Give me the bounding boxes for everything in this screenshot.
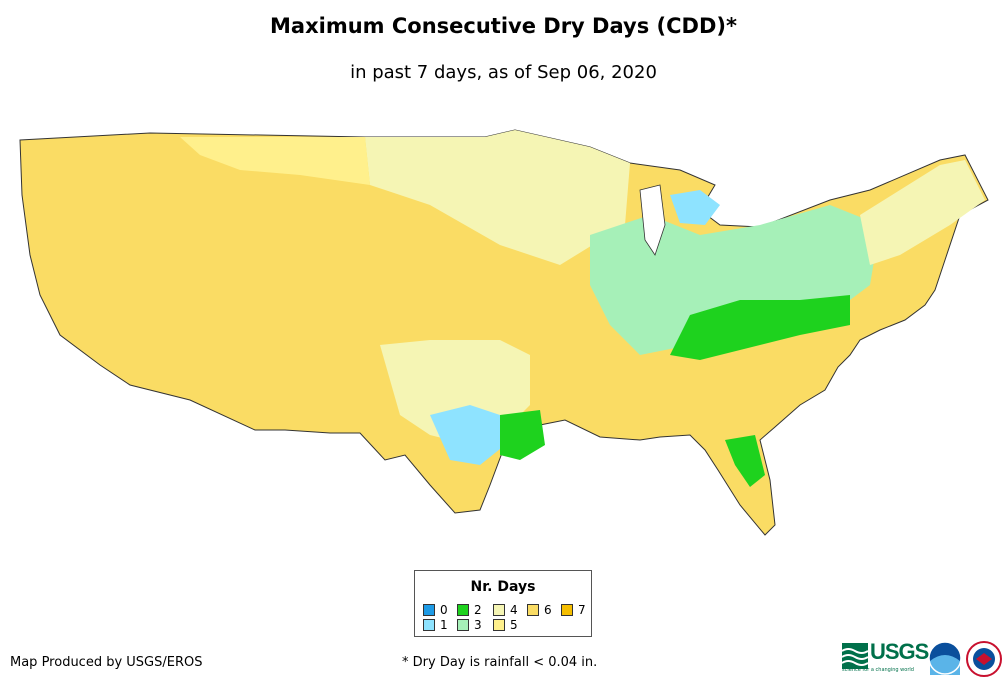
usgs-tagline: science for a changing world <box>842 667 914 673</box>
map-title: Maximum Consecutive Dry Days (CDD)* <box>270 14 737 38</box>
usgs-wave-icon <box>842 643 868 669</box>
usgs-logo: USGS <box>870 639 929 664</box>
legend-item: 6 <box>527 603 552 617</box>
legend-item: 3 <box>457 618 482 632</box>
map-credit: Map Produced by USGS/EROS <box>10 655 203 670</box>
legend-swatch <box>561 604 573 616</box>
agency-logos: USGS science for a changing world <box>842 637 1002 681</box>
legend-swatch <box>457 619 469 631</box>
legend-item: 7 <box>561 603 586 617</box>
legend-item: 4 <box>493 603 518 617</box>
legend-swatch <box>423 619 435 631</box>
map-subtitle: in past 7 days, as of Sep 06, 2020 <box>350 62 657 83</box>
nws-logo-icon <box>966 641 1002 677</box>
legend-swatch <box>457 604 469 616</box>
region-2-days-texas <box>500 410 545 460</box>
legend-swatch <box>493 604 505 616</box>
region-5-days-montana <box>180 137 370 185</box>
legend-item: 1 <box>423 618 448 632</box>
legend-swatch <box>423 604 435 616</box>
noaa-logo-icon <box>928 641 962 675</box>
legend-swatch <box>493 619 505 631</box>
region-4-days-northeast <box>860 160 985 265</box>
dry-day-footnote: * Dry Day is rainfall < 0.04 in. <box>402 655 598 670</box>
region-2-days-florida <box>725 435 765 487</box>
legend-swatch <box>527 604 539 616</box>
region-1-days-texas <box>430 405 505 465</box>
region-4-days-north <box>365 130 630 265</box>
legend-item: 0 <box>423 603 448 617</box>
legend-title: Nr. Days <box>470 579 536 595</box>
legend-item: 5 <box>493 618 518 632</box>
region-1-days-greatlakes <box>670 190 720 225</box>
legend: Nr. Days 0 1 2 3 4 5 6 7 <box>414 570 592 637</box>
legend-item: 2 <box>457 603 482 617</box>
region-2-days-appalachia <box>670 295 850 360</box>
cdd-map <box>19 129 989 536</box>
lake-michigan <box>639 184 666 256</box>
